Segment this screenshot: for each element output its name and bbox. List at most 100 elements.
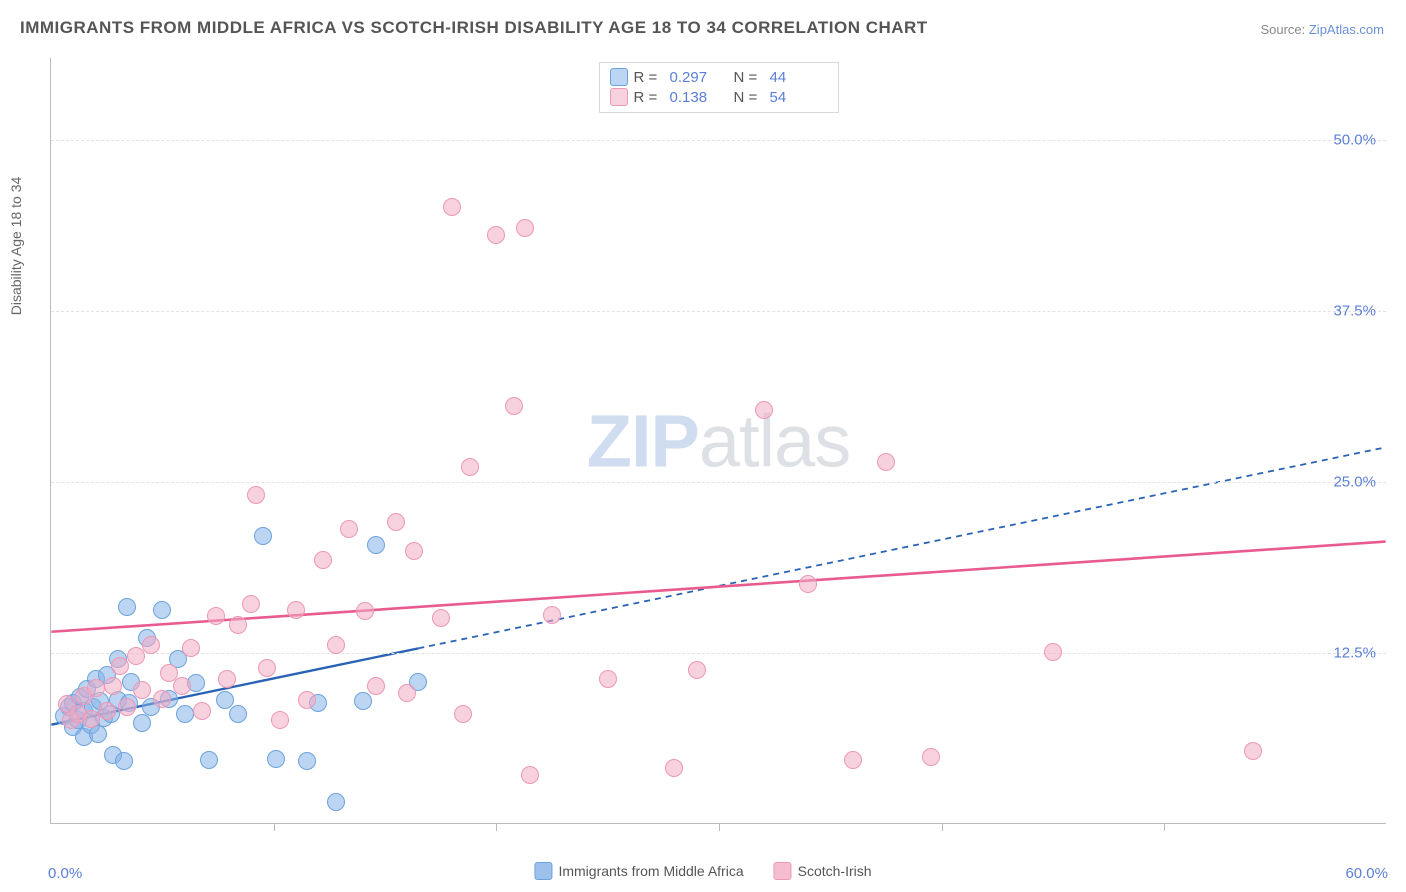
plot-area: ZIPatlas R =0.297N =44R =0.138N =54 12.5… xyxy=(50,58,1386,824)
gridline xyxy=(51,311,1386,312)
scatter-point xyxy=(104,677,122,695)
scatter-point xyxy=(153,601,171,619)
scatter-point xyxy=(688,661,706,679)
x-tick xyxy=(942,823,943,831)
y-tick-label: 37.5% xyxy=(1333,303,1376,320)
scatter-point xyxy=(665,759,683,777)
scatter-point xyxy=(118,698,136,716)
scatter-point xyxy=(505,397,523,415)
scatter-point xyxy=(387,513,405,531)
scatter-point xyxy=(521,766,539,784)
correlation-legend: R = 0.297 N = 44 R = 0.138 N = 54 xyxy=(599,62,839,113)
gridline xyxy=(51,653,1386,654)
scatter-point xyxy=(340,520,358,538)
scatter-point xyxy=(354,692,372,710)
y-tick-label: 50.0% xyxy=(1333,132,1376,149)
scatter-point xyxy=(115,752,133,770)
legend-swatch xyxy=(610,88,628,106)
watermark-atlas: atlas xyxy=(699,399,850,482)
scatter-point xyxy=(487,226,505,244)
scatter-point xyxy=(755,401,773,419)
scatter-point xyxy=(133,681,151,699)
scatter-point xyxy=(844,751,862,769)
scatter-point xyxy=(142,636,160,654)
trend-lines xyxy=(51,58,1386,823)
scatter-point xyxy=(176,705,194,723)
scatter-point xyxy=(267,750,285,768)
scatter-point xyxy=(398,684,416,702)
scatter-point xyxy=(153,690,171,708)
scatter-point xyxy=(543,606,561,624)
scatter-point xyxy=(229,705,247,723)
legend-row: R = 0.138 N = 54 xyxy=(610,87,828,107)
scatter-point xyxy=(461,458,479,476)
scatter-point xyxy=(247,486,265,504)
legend-r-value: 0.138 xyxy=(670,89,728,106)
scatter-point xyxy=(98,702,116,720)
scatter-point xyxy=(218,670,236,688)
scatter-point xyxy=(327,636,345,654)
scatter-point xyxy=(799,575,817,593)
series-legend-label: Immigrants from Middle Africa xyxy=(558,863,743,879)
scatter-point xyxy=(127,647,145,665)
legend-r-label: R = xyxy=(634,89,664,106)
scatter-point xyxy=(271,711,289,729)
legend-n-label: N = xyxy=(734,69,764,86)
scatter-point xyxy=(173,677,191,695)
scatter-point xyxy=(182,639,200,657)
legend-swatch xyxy=(534,862,552,880)
scatter-point xyxy=(516,219,534,237)
x-tick xyxy=(719,823,720,831)
scatter-point xyxy=(287,601,305,619)
series-legend: Immigrants from Middle Africa Scotch-Iris… xyxy=(534,862,871,880)
legend-n-value: 44 xyxy=(770,69,828,86)
watermark: ZIPatlas xyxy=(587,398,850,483)
series-legend-item: Immigrants from Middle Africa xyxy=(534,862,743,880)
scatter-point xyxy=(242,595,260,613)
legend-swatch xyxy=(610,68,628,86)
x-tick xyxy=(274,823,275,831)
legend-n-value: 54 xyxy=(770,89,828,106)
series-legend-item: Scotch-Irish xyxy=(774,862,872,880)
source-prefix: Source: xyxy=(1260,22,1308,37)
scatter-point xyxy=(200,751,218,769)
scatter-point xyxy=(327,793,345,811)
gridline xyxy=(51,482,1386,483)
scatter-point xyxy=(298,691,316,709)
scatter-point xyxy=(877,453,895,471)
scatter-point xyxy=(118,598,136,616)
x-axis-min-label: 0.0% xyxy=(48,865,82,882)
scatter-point xyxy=(1244,742,1262,760)
y-axis-label: Disability Age 18 to 34 xyxy=(8,146,24,346)
legend-row: R = 0.297 N = 44 xyxy=(610,67,828,87)
scatter-point xyxy=(443,198,461,216)
source-link[interactable]: ZipAtlas.com xyxy=(1309,22,1384,37)
y-tick-label: 25.0% xyxy=(1333,474,1376,491)
scatter-point xyxy=(133,714,151,732)
scatter-point xyxy=(254,527,272,545)
legend-r-label: R = xyxy=(634,69,664,86)
scatter-point xyxy=(258,659,276,677)
source-attribution: Source: ZipAtlas.com xyxy=(1260,22,1384,37)
scatter-point xyxy=(405,542,423,560)
scatter-point xyxy=(454,705,472,723)
scatter-point xyxy=(922,748,940,766)
scatter-point xyxy=(87,679,105,697)
scatter-point xyxy=(207,607,225,625)
scatter-point xyxy=(314,551,332,569)
scatter-point xyxy=(367,677,385,695)
series-legend-label: Scotch-Irish xyxy=(798,863,872,879)
scatter-point xyxy=(193,702,211,720)
legend-n-label: N = xyxy=(734,89,764,106)
watermark-zip: ZIP xyxy=(587,399,699,482)
x-tick xyxy=(1164,823,1165,831)
legend-r-value: 0.297 xyxy=(670,69,728,86)
scatter-point xyxy=(356,602,374,620)
chart-title: IMMIGRANTS FROM MIDDLE AFRICA VS SCOTCH-… xyxy=(20,18,928,38)
scatter-point xyxy=(432,609,450,627)
x-axis-max-label: 60.0% xyxy=(1345,865,1388,882)
scatter-point xyxy=(1044,643,1062,661)
scatter-point xyxy=(229,616,247,634)
x-tick xyxy=(496,823,497,831)
scatter-point xyxy=(367,536,385,554)
